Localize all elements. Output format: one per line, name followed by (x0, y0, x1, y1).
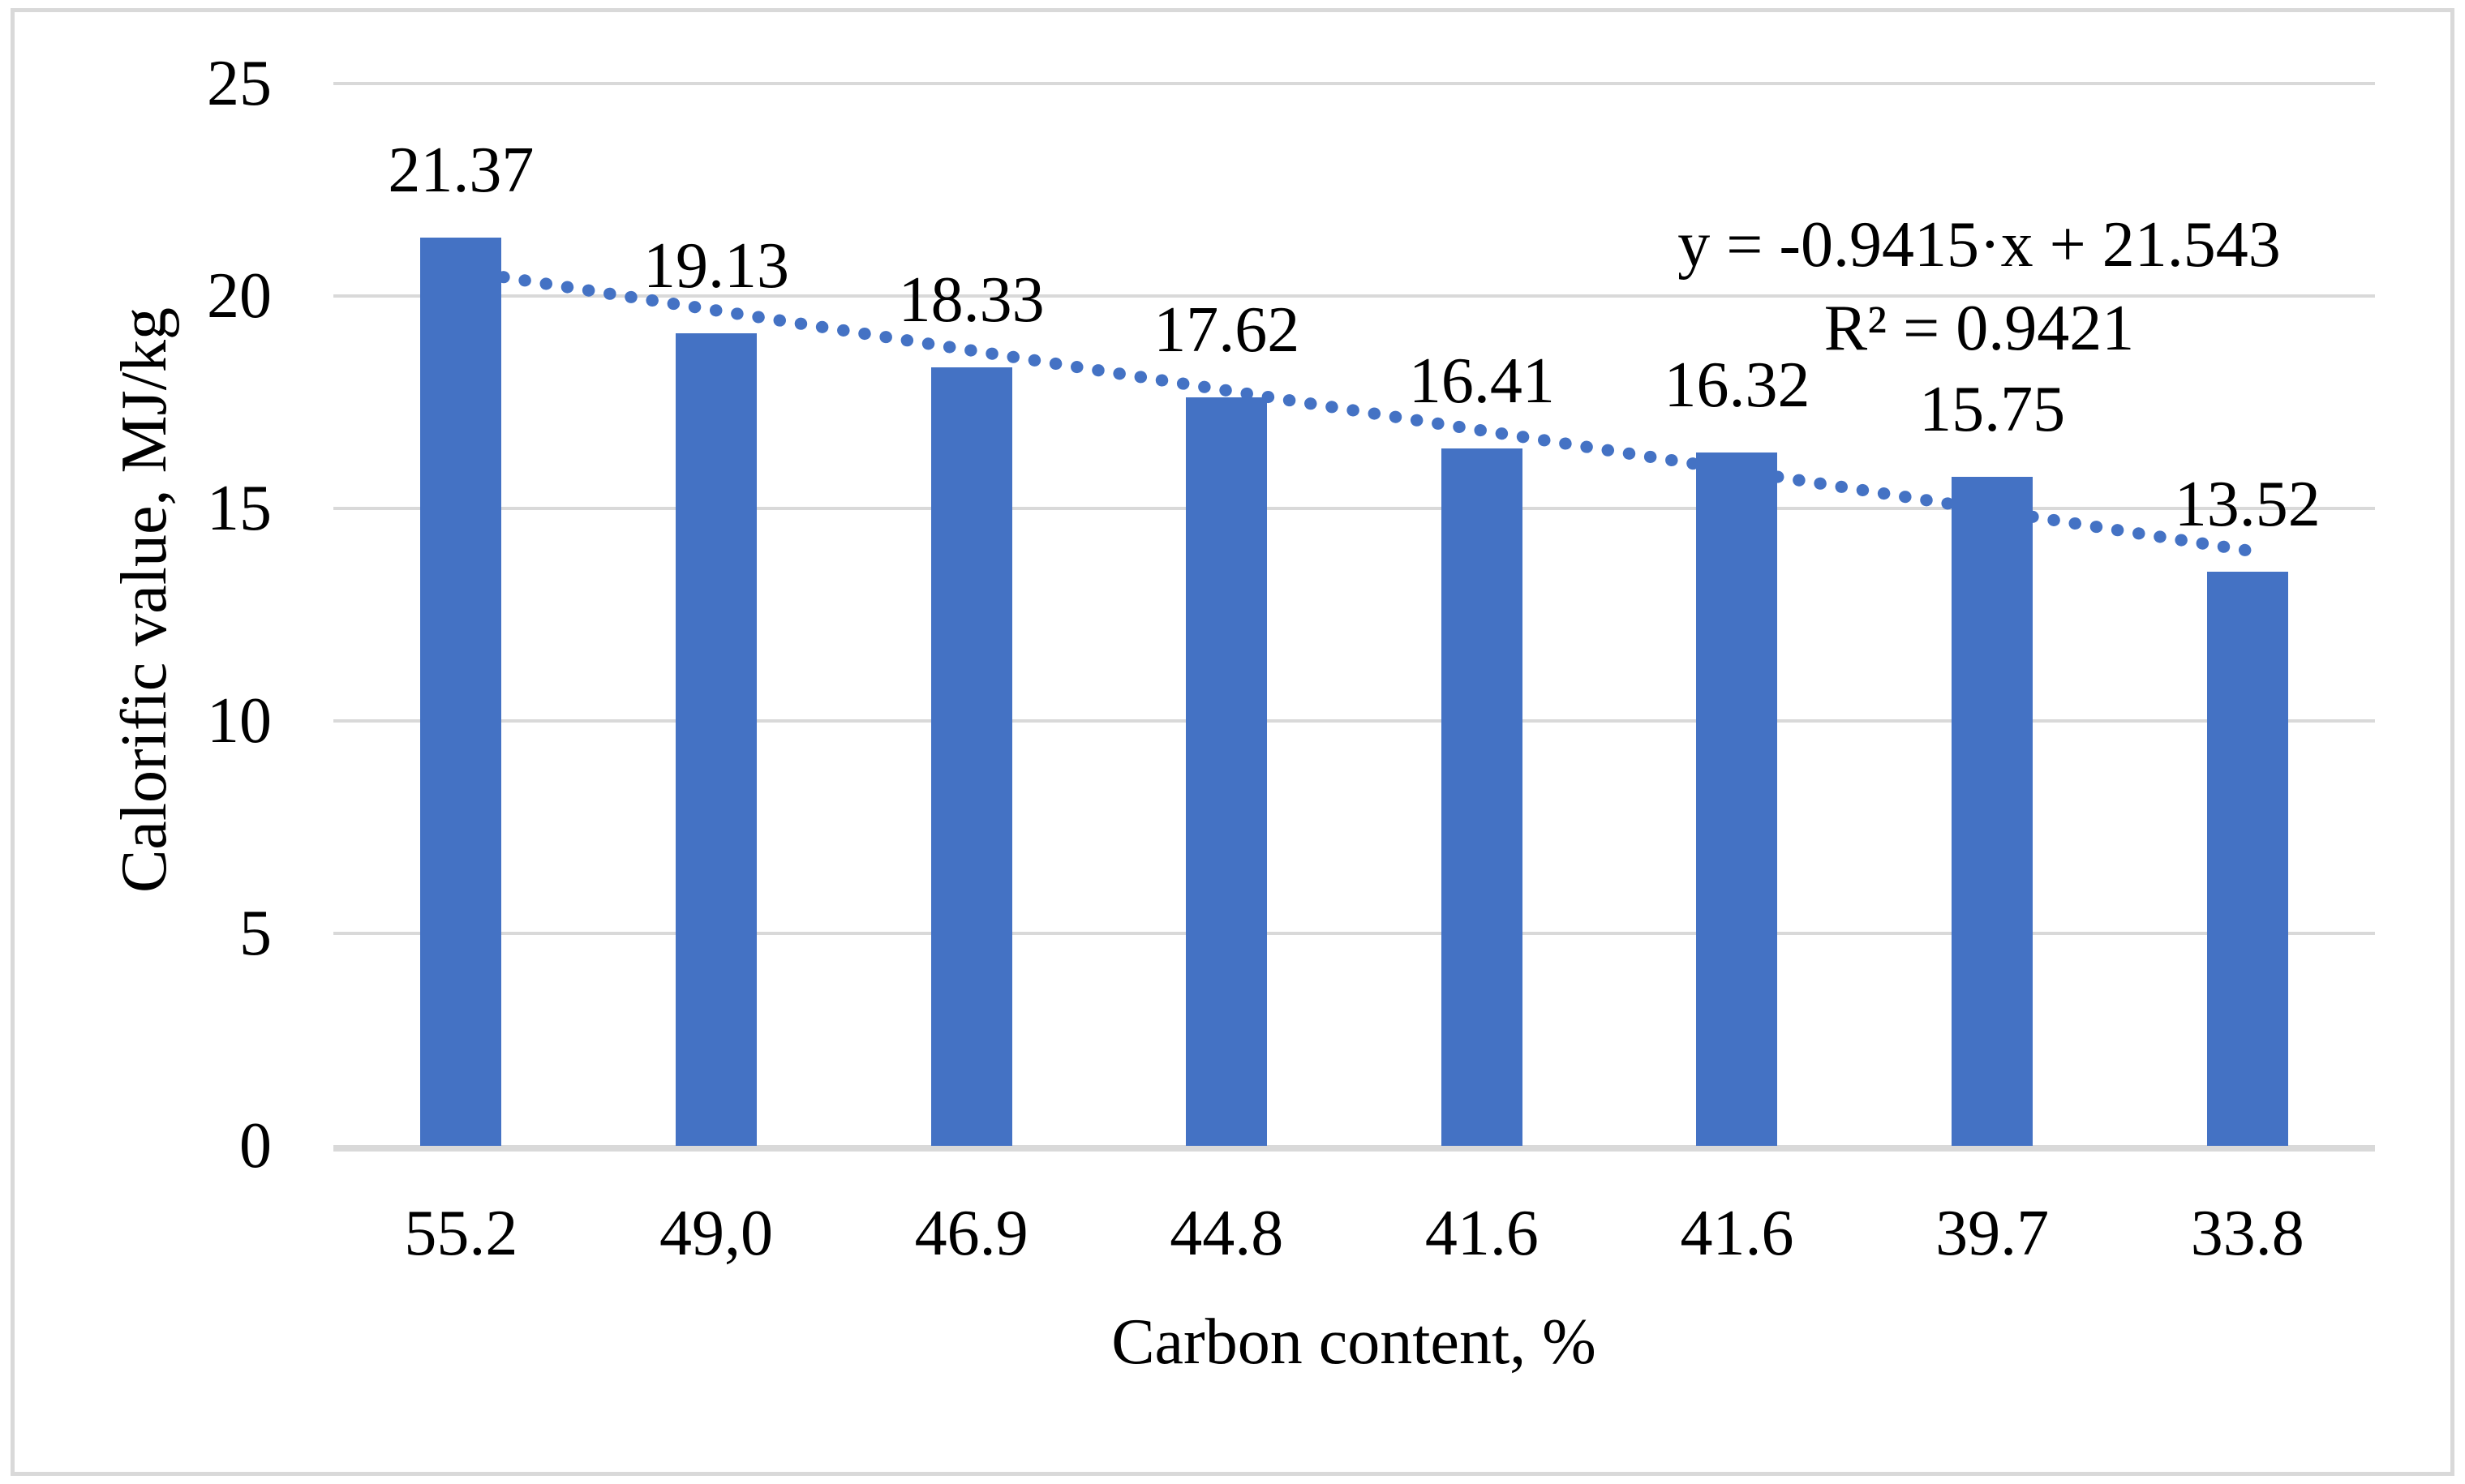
y-tick-label: 20 (207, 260, 272, 332)
gridline-y15 (333, 507, 2375, 510)
bar-value-label: 17.62 (1153, 294, 1300, 366)
y-tick-label: 5 (239, 898, 272, 969)
bar-value-label: 15.75 (1919, 373, 2066, 445)
gridline-y20 (333, 294, 2375, 298)
x-tick-label: 41.6 (1424, 1198, 1539, 1269)
x-tick-label: 39.7 (1935, 1198, 2050, 1269)
bar-44.8 (1186, 397, 1268, 1146)
bar-value-label: 21.37 (388, 135, 535, 207)
plot-area: 21.37 19.13 18.33 17.62 16.41 16.32 15.75 13.52 (333, 82, 2375, 1152)
bar-55.2 (420, 238, 502, 1146)
y-tick-label: 10 (207, 685, 272, 757)
y-tick-label: 0 (239, 1110, 272, 1182)
x-tick-label: 41.6 (1680, 1198, 1794, 1269)
x-tick-label: 49,0 (659, 1198, 773, 1269)
trendline-dotted (454, 264, 2254, 557)
bar-value-label: 19.13 (642, 229, 789, 302)
bar-value-label: 18.33 (898, 264, 1045, 336)
y-tick-label: 25 (207, 48, 272, 119)
y-tick-label: 15 (207, 473, 272, 544)
bar-39.7 (1952, 476, 2033, 1146)
bar-value-label: 16.41 (1408, 345, 1555, 418)
x-axis-title: Carbon content, % (1111, 1306, 1596, 1378)
trendline-equation: y = -0.9415·x + 21.543 (1677, 209, 2281, 281)
bar-46.9 (930, 367, 1012, 1146)
bar-41.6 (1441, 448, 1522, 1146)
trendline-r-squared: R² = 0.9421 (1823, 293, 2135, 364)
bar-value-label: 13.52 (2174, 468, 2321, 540)
gridline-y25 (333, 82, 2375, 85)
bar-33.8 (2206, 571, 2288, 1146)
gridline-y10 (333, 719, 2375, 723)
gridline-y5 (333, 932, 2375, 935)
y-axis-title: Calorific value, MJ/kg (109, 307, 180, 894)
x-tick-label: 55.2 (404, 1198, 518, 1269)
bar-41.6 (1696, 452, 1778, 1146)
bar-value-label: 16.32 (1664, 349, 1810, 421)
x-tick-label: 44.8 (1170, 1198, 1284, 1269)
x-tick-label: 46.9 (914, 1198, 1029, 1269)
bar-49,0 (675, 332, 757, 1146)
x-tick-label: 33.8 (2190, 1198, 2304, 1269)
x-axis-line (333, 1145, 2375, 1152)
trendline (454, 264, 2254, 557)
